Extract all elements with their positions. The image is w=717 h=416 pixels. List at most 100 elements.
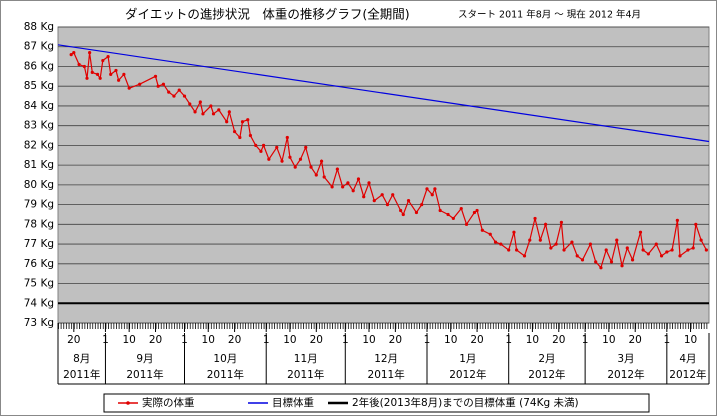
data-point: [211, 112, 216, 116]
data-point: [406, 199, 411, 203]
y-tick-label: 82 Kg: [24, 139, 54, 151]
data-point: [625, 246, 629, 250]
y-tick-label: 79 Kg: [24, 199, 54, 211]
data-point: [391, 193, 395, 197]
data-point: [288, 155, 292, 159]
data-point: [493, 240, 498, 244]
legend-label: 目標体重: [272, 396, 314, 409]
y-tick-label: 76 Kg: [24, 258, 54, 270]
data-point: [240, 120, 245, 124]
year-label: 2012年: [669, 368, 706, 381]
x-tick-label: 20: [389, 334, 402, 346]
data-point: [704, 248, 708, 252]
data-point: [314, 173, 318, 177]
data-point: [238, 135, 242, 140]
data-point: [659, 254, 664, 258]
data-point: [528, 238, 532, 242]
data-point: [588, 242, 592, 246]
x-tick-label: 20: [67, 334, 80, 346]
data-point: [95, 72, 100, 76]
data-point: [69, 53, 73, 57]
data-point: [425, 187, 429, 191]
month-label: 8月: [73, 353, 90, 365]
month-label: 3月: [617, 353, 634, 365]
data-point: [90, 70, 94, 74]
year-label: 2011年: [207, 368, 244, 381]
data-point: [638, 230, 643, 234]
data-point: [580, 258, 585, 262]
data-point: [670, 248, 674, 252]
legend-marker: [126, 401, 130, 405]
data-point: [261, 143, 266, 147]
data-point: [138, 82, 142, 86]
data-point: [72, 51, 76, 55]
data-point: [562, 248, 566, 252]
year-label: 2011年: [63, 368, 100, 381]
year-label: 2012年: [607, 368, 644, 381]
data-point: [464, 222, 469, 226]
data-point: [201, 112, 205, 116]
data-point: [380, 193, 384, 197]
data-point: [217, 108, 221, 112]
data-point: [319, 159, 324, 163]
y-tick-label: 80 Kg: [24, 179, 54, 191]
data-point: [122, 72, 126, 76]
month-label: 4月: [679, 353, 696, 365]
x-tick-label: 20: [552, 334, 565, 346]
x-tick-label: 10: [526, 334, 539, 346]
data-point: [385, 203, 390, 207]
y-tick-label: 78 Kg: [24, 218, 54, 230]
data-point: [161, 82, 166, 86]
data-point: [114, 68, 118, 73]
data-point: [522, 254, 527, 258]
data-point: [209, 104, 213, 108]
data-point: [665, 250, 669, 254]
x-tick-label: 20: [310, 334, 323, 346]
data-point: [654, 242, 658, 246]
data-point: [699, 238, 703, 242]
data-point: [399, 208, 403, 213]
data-point: [106, 55, 110, 59]
data-point: [153, 74, 158, 78]
x-tick-label: 10: [122, 334, 135, 346]
data-point: [246, 118, 250, 122]
data-point: [225, 120, 229, 124]
y-tick-label: 75 Kg: [24, 278, 54, 290]
data-point: [694, 222, 698, 226]
data-point: [177, 88, 181, 92]
data-point: [267, 157, 271, 161]
data-point: [559, 220, 564, 224]
x-tick-label: 20: [228, 334, 241, 346]
data-point: [507, 248, 511, 252]
x-tick-label: 10: [602, 334, 615, 346]
data-point: [85, 76, 89, 80]
data-point: [293, 165, 297, 169]
data-point: [620, 264, 624, 268]
data-point: [167, 90, 171, 94]
legend-label: 実際の体重: [142, 396, 195, 409]
data-point: [433, 187, 437, 191]
data-point: [420, 203, 424, 207]
data-point: [599, 266, 603, 270]
data-point: [227, 110, 231, 114]
x-tick-label: 10: [362, 334, 375, 346]
data-point: [459, 206, 463, 211]
data-point: [341, 185, 345, 189]
year-label: 2012年: [449, 368, 486, 381]
data-point: [641, 248, 645, 252]
data-point: [182, 94, 187, 98]
plot-area: [57, 26, 710, 324]
y-tick-label: 87 Kg: [24, 41, 54, 53]
data-point: [285, 135, 289, 140]
data-point: [372, 199, 376, 203]
y-tick-label: 84 Kg: [24, 100, 54, 112]
month-label: 2月: [538, 353, 555, 365]
data-point: [309, 165, 313, 169]
data-point: [280, 159, 284, 163]
year-label: 2011年: [126, 368, 163, 381]
y-tick-label: 77 Kg: [24, 238, 54, 250]
data-point: [512, 230, 516, 234]
y-tick-label: 74 Kg: [24, 297, 54, 309]
data-point: [475, 208, 479, 213]
